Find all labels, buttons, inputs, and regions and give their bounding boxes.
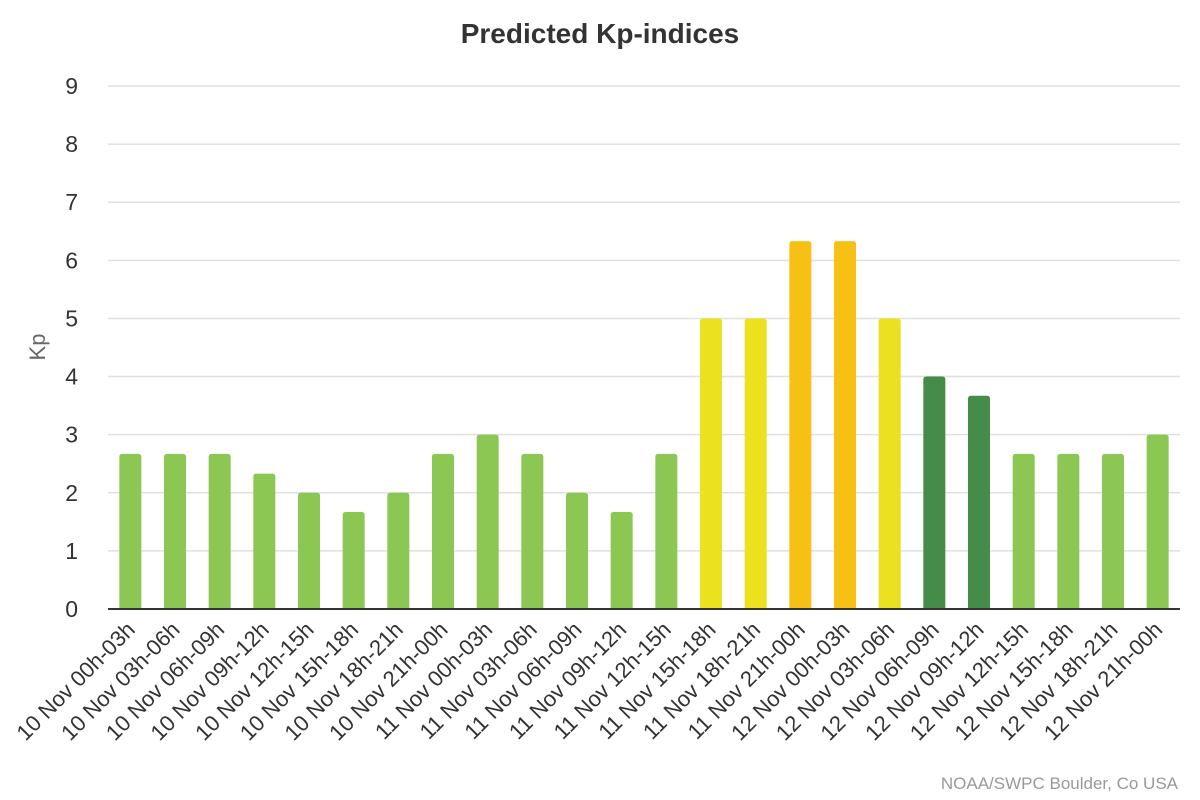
y-tick-label: 9: [65, 73, 78, 99]
y-tick-label: 6: [65, 247, 78, 273]
bar: [566, 492, 588, 609]
bar: [521, 453, 544, 609]
bar: [1057, 453, 1080, 609]
y-tick-labels: 0 1 2 3 4 5 6 7 8 9: [65, 73, 78, 622]
bar: [655, 453, 678, 609]
bar: [432, 453, 454, 609]
y-axis-label: Kp: [25, 334, 50, 361]
y-tick-label: 7: [65, 189, 78, 215]
y-tick-label: 5: [65, 305, 78, 331]
gridlines: [108, 85, 1180, 552]
bar: [1102, 453, 1124, 609]
bar: [968, 395, 990, 609]
bar: [610, 511, 633, 609]
bar: [1146, 434, 1169, 609]
bar: [789, 241, 812, 609]
bar: [119, 453, 142, 609]
bar: [744, 318, 767, 609]
y-tick-label: 4: [65, 364, 78, 390]
y-tick-label: 1: [65, 538, 78, 564]
bar: [878, 318, 901, 609]
bar: [700, 318, 722, 609]
bar: [834, 241, 856, 609]
bar: [253, 473, 276, 609]
bar: [208, 453, 231, 609]
y-tick-label: 2: [65, 480, 78, 506]
bar: [923, 376, 946, 609]
bar: [476, 434, 499, 609]
chart-title: Predicted Kp-indices: [461, 18, 740, 49]
y-tick-label: 3: [65, 422, 78, 448]
bar: [342, 511, 365, 609]
bar: [1012, 453, 1035, 609]
y-tick-label: 0: [65, 596, 78, 622]
y-tick-label: 8: [65, 131, 78, 157]
bars: [119, 241, 1169, 609]
bar: [164, 453, 186, 609]
credit-text: NOAA/SWPC Boulder, Co USA: [941, 774, 1179, 793]
bar: [298, 492, 320, 609]
bar: [387, 492, 410, 609]
